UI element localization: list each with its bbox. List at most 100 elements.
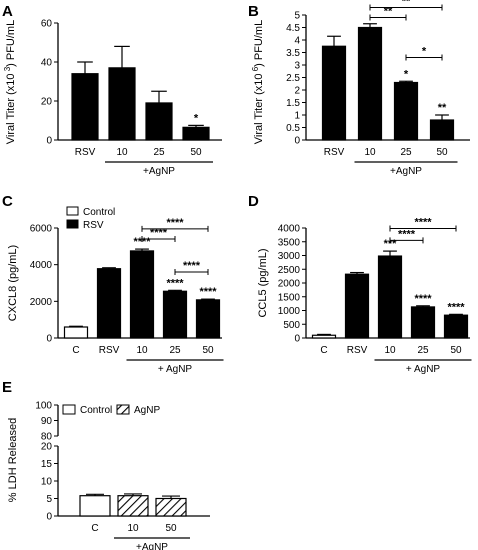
bar xyxy=(96,268,122,339)
group-label: +AgNP xyxy=(136,542,168,550)
bar xyxy=(344,273,370,339)
x-tick-label: 25 xyxy=(153,147,165,158)
y-tick-label: 2.5 xyxy=(286,73,300,84)
group-label: +AgNP xyxy=(390,166,422,177)
y-tick-label: 0 xyxy=(46,512,52,523)
panel-label-D: D xyxy=(248,193,259,210)
panel-d-chart: 0 500 1000 1500 2000 2500 3000 3500 4000 CCL5 (pg… xyxy=(257,217,472,375)
y-tick-label: 1000 xyxy=(278,306,301,317)
y-tick-label: 4.5 xyxy=(286,23,300,34)
y-tick-label: 20 xyxy=(41,97,53,108)
y-tick-label: 1500 xyxy=(278,292,301,303)
x-tick-label: RSV xyxy=(99,345,120,356)
y-tick-label: 0 xyxy=(46,136,52,147)
y-tick-label: 4000 xyxy=(278,224,301,235)
comparison-label: **** xyxy=(414,217,432,229)
significance-label: **** xyxy=(199,286,217,298)
x-tick-label: 10 xyxy=(127,523,139,534)
bar xyxy=(155,497,187,517)
bar xyxy=(129,250,155,339)
x-tick-label: C xyxy=(320,345,327,356)
panel-label-C: C xyxy=(2,193,13,210)
x-tick-label: C xyxy=(91,523,98,534)
legend-swatch-control xyxy=(62,404,76,415)
significance-label: **** xyxy=(447,301,465,313)
x-tick-label: 50 xyxy=(190,147,202,158)
x-tick-label: 50 xyxy=(165,523,177,534)
y-axis-label: % LDH Released xyxy=(7,418,19,502)
panel-label-E: E xyxy=(2,379,12,396)
y-axis-label: Viral Titer (x10 3) PFU/mL xyxy=(3,20,17,144)
panel-label-B: B xyxy=(248,3,259,20)
x-tick-label: 10 xyxy=(116,147,128,158)
legend-label-control: Control xyxy=(80,405,112,416)
y-tick-label: 20 xyxy=(41,442,53,453)
comparison-label: **** xyxy=(183,260,201,272)
bar xyxy=(162,290,188,339)
panel-label-A: A xyxy=(2,3,13,20)
bar xyxy=(429,119,455,141)
y-tick-label: 5 xyxy=(294,11,300,22)
y-tick-label: 0 xyxy=(294,136,300,147)
panel-b-chart: 0 0.51 1.52 2.53 3.54 4.55 Viral Titer (x10 6)… xyxy=(251,0,470,177)
legend-swatch-agnp xyxy=(116,404,130,415)
legend-swatch-rsv xyxy=(66,219,79,229)
y-tick-label: 0.5 xyxy=(286,123,300,134)
y-tick-label: 5 xyxy=(46,494,52,505)
y-tick-label: 10 xyxy=(41,477,53,488)
y-tick-label: 2000 xyxy=(30,297,53,308)
comparison-label: **** xyxy=(398,228,416,240)
y-tick-label: 60 xyxy=(41,19,53,30)
y-tick-label: 2 xyxy=(294,86,300,97)
y-tick-label: 2000 xyxy=(278,279,301,290)
comparison-label: * xyxy=(422,46,427,58)
significance-label: *** xyxy=(384,238,398,250)
y-tick-label: 3500 xyxy=(278,237,301,248)
bar xyxy=(357,26,383,141)
y-tick-label: 4 xyxy=(294,36,300,47)
comparison-label: **** xyxy=(166,217,184,229)
x-tick-label: 10 xyxy=(384,345,396,356)
bar xyxy=(79,495,111,517)
y-tick-label: 1.5 xyxy=(286,98,300,109)
bar xyxy=(182,126,210,141)
bar xyxy=(117,495,149,517)
y-axis-label: Viral Titer (x10 6) PFU/mL xyxy=(251,20,265,144)
comparison-label: ** xyxy=(384,6,393,18)
y-tick-label: 40 xyxy=(41,58,53,69)
y-tick-label: 15 xyxy=(41,459,53,470)
x-tick-label: RSV xyxy=(75,147,96,158)
y-axis-label: CXCL8 (pg/mL) xyxy=(7,245,19,321)
x-tick-label: 25 xyxy=(417,345,429,356)
bar xyxy=(443,314,469,339)
bar xyxy=(377,255,403,339)
bar xyxy=(311,334,337,339)
y-tick-label: 1 xyxy=(294,111,300,122)
y-tick-label: 3.5 xyxy=(286,48,300,59)
x-tick-label: 50 xyxy=(202,345,214,356)
y-tick-label: 100 xyxy=(35,401,52,412)
significance-label: * xyxy=(194,112,199,124)
bar xyxy=(71,73,99,141)
y-tick-label: 3000 xyxy=(278,251,301,262)
group-label: + AgNP xyxy=(158,364,193,375)
panel-c-chart: 0 2000 4000 6000 CXCL8 (pg/mL) C RSV 10 25 50 ****… xyxy=(7,217,224,375)
comparison-label: ** xyxy=(402,0,411,8)
x-tick-label: 10 xyxy=(364,147,376,158)
bar xyxy=(393,81,419,141)
y-tick-label: 90 xyxy=(41,416,53,427)
y-tick-label: 2500 xyxy=(278,265,301,276)
x-tick-label: 50 xyxy=(450,345,462,356)
significance-label: ** xyxy=(438,102,447,114)
x-tick-label: C xyxy=(72,345,79,356)
y-tick-label: 4000 xyxy=(30,260,53,271)
bar xyxy=(145,102,173,141)
bar xyxy=(195,299,221,339)
legend-label-rsv: RSV xyxy=(83,220,104,231)
x-tick-label: 25 xyxy=(400,147,412,158)
x-tick-label: 10 xyxy=(136,345,148,356)
y-tick-label: 80 xyxy=(41,432,53,443)
legend-label-control: Control xyxy=(83,207,115,218)
